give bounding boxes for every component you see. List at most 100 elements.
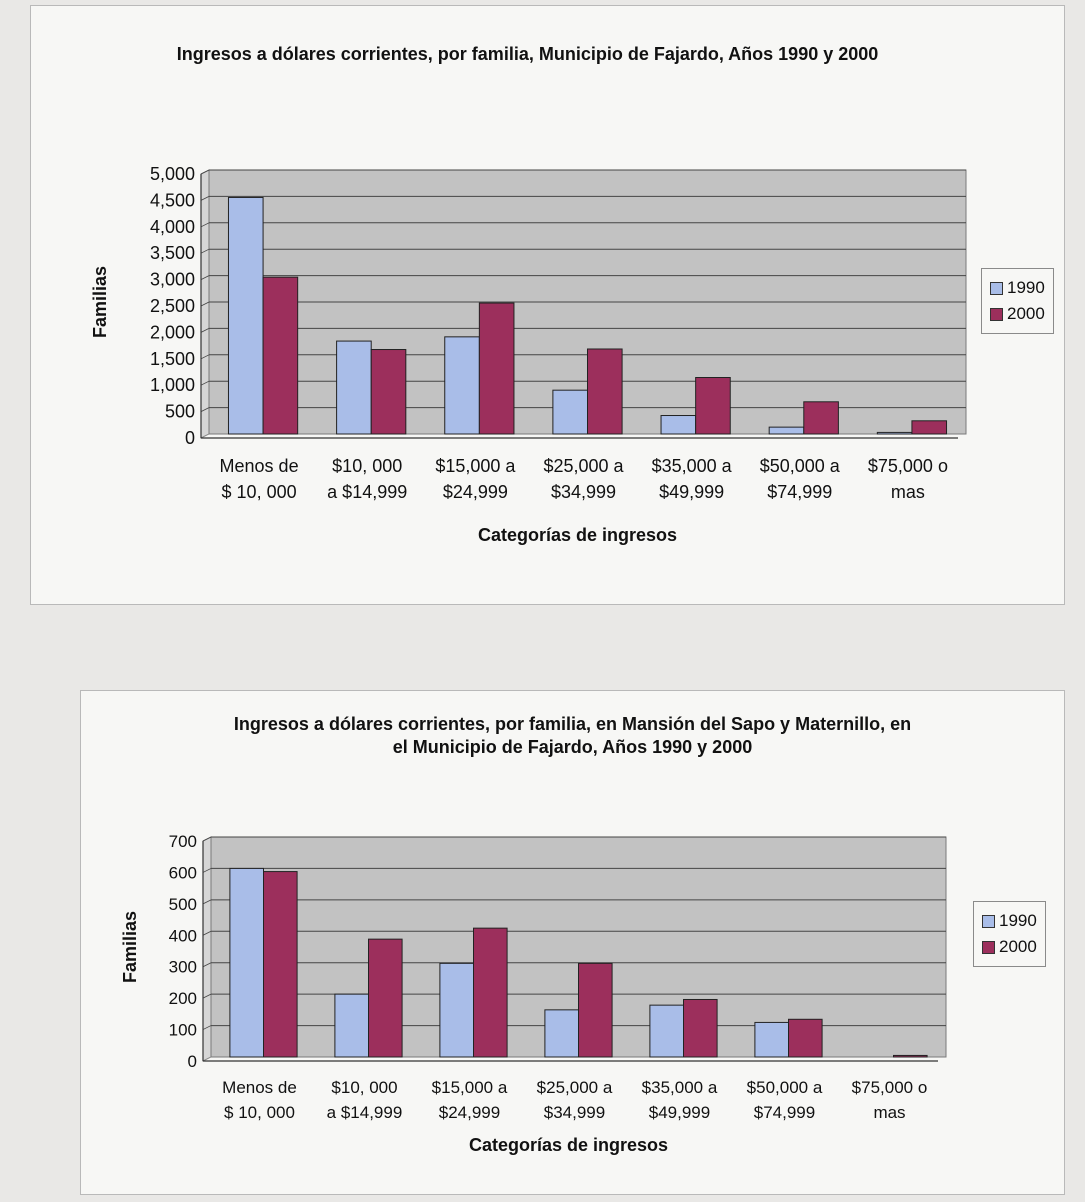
bar-1990-1	[336, 340, 372, 435]
bar-2000-6	[893, 1054, 928, 1058]
bar-1990-5	[754, 1021, 790, 1058]
bar-chart-mansion-del-sapo: 0 100 200 300 400 500 600 700 Menos de $ 10, 000 $…	[120, 832, 947, 1155]
y-tick-label: 5,000	[150, 164, 195, 184]
chart-panel-mansion-del-sapo: Ingresos a dólares corrientes, por famil…	[80, 690, 1065, 1195]
gridline-depth	[202, 836, 212, 842]
chart-title: Ingresos a dólares corrientes, por famil…	[176, 44, 879, 64]
x-axis-title: Categorías de ingresos	[469, 1135, 668, 1155]
bar-1990-5	[768, 426, 805, 435]
gridline-depth	[202, 930, 212, 936]
x-tick-label: $75,000 o	[868, 456, 948, 476]
chart-panel-fajardo: Ingresos a dólares corrientes, por famil…	[30, 5, 1065, 605]
y-tick-label: 1,000	[150, 375, 195, 395]
legend-label: 1990	[1007, 278, 1045, 297]
gridline-depth	[202, 962, 212, 968]
x-tick-label: $25,000 a	[537, 1078, 613, 1097]
legend-label: 1990	[999, 911, 1037, 930]
gridline-depth	[202, 993, 212, 999]
x-tick-label: $10, 000	[332, 456, 402, 476]
y-tick-label: 300	[169, 958, 197, 977]
y-tick-label: 100	[169, 1021, 197, 1040]
gridline-depth	[202, 1025, 212, 1030]
y-tick-label: 3,500	[150, 243, 195, 263]
legend-item-2000: 2000	[990, 301, 1045, 327]
gridline-depth	[200, 275, 210, 280]
x-tick-label: $35,000 a	[642, 1078, 718, 1097]
x-tick-label: $ 10, 000	[224, 1103, 295, 1122]
bar-2000-5	[788, 1018, 823, 1058]
bar-1990-4	[660, 415, 697, 435]
bar-1990-0	[227, 196, 264, 435]
y-tick-label: 4,000	[150, 217, 195, 237]
bar-2000-6	[911, 420, 948, 435]
y-tick-label: 0	[188, 1052, 197, 1071]
gridline-depth	[200, 380, 210, 386]
bar-1990-3	[544, 1009, 579, 1058]
y-tick-label: 200	[169, 989, 197, 1008]
bar-1990-3	[552, 389, 588, 435]
x-tick-label: $74,999	[754, 1103, 815, 1122]
x-tick-label: mas	[873, 1103, 905, 1122]
y-tick-label: 400	[169, 926, 197, 945]
y-tick-label: 0	[185, 428, 195, 448]
x-tick-label: $75,000 o	[852, 1078, 928, 1097]
legend-swatch-2000	[982, 940, 995, 954]
x-tick-label: $34,999	[544, 1103, 605, 1122]
x-tick-label: $ 10, 000	[222, 482, 297, 502]
x-tick-label: $49,999	[659, 482, 724, 502]
bar-1990-1	[334, 993, 369, 1058]
x-tick-label: Menos de	[222, 1078, 297, 1097]
x-tick-label: a $14,999	[327, 1103, 403, 1122]
gridline-depth	[202, 899, 212, 905]
y-tick-label: 2,000	[150, 322, 195, 342]
bar-2000-4	[695, 377, 731, 435]
legend-swatch-2000	[990, 307, 1003, 321]
x-tick-label: $34,999	[551, 482, 616, 502]
x-tick-label: $24,999	[443, 482, 508, 502]
legend-item-1990: 1990	[990, 275, 1045, 301]
y-tick-label: 3,000	[150, 270, 195, 290]
chart-legend: 1990 2000	[973, 901, 1046, 967]
x-tick-label: $49,999	[649, 1103, 710, 1122]
x-tick-label: $15,000 a	[435, 456, 516, 476]
x-tick-label: $24,999	[439, 1103, 500, 1122]
bar-1990-0	[229, 867, 264, 1058]
gridline-depth	[200, 301, 210, 307]
gridline-depth	[200, 196, 210, 201]
legend-item-2000: 2000	[982, 934, 1037, 960]
chart-legend: 1990 2000	[981, 268, 1054, 334]
legend-label: 2000	[999, 937, 1037, 956]
x-tick-label: $50,000 a	[747, 1078, 823, 1097]
bar-2000-3	[578, 962, 613, 1058]
gridline-depth	[200, 407, 210, 412]
y-tick-label: 500	[165, 402, 195, 422]
x-tick-label: $15,000 a	[432, 1078, 508, 1097]
x-tick-label: a $14,999	[327, 482, 407, 502]
x-tick-label: Menos de	[220, 456, 299, 476]
legend-label: 2000	[1007, 304, 1045, 323]
bar-2000-1	[370, 349, 407, 435]
y-tick-label: 4,500	[150, 190, 195, 210]
x-tick-label: $10, 000	[331, 1078, 397, 1097]
bar-2000-5	[803, 401, 839, 435]
bar-1990-2	[439, 962, 474, 1058]
y-tick-label: 1,500	[150, 349, 195, 369]
y-tick-label: 500	[169, 895, 197, 914]
bar-2000-4	[683, 998, 718, 1058]
gridline-depth	[200, 328, 210, 333]
y-axis-title: Familias	[120, 911, 140, 983]
gridline-depth	[200, 354, 210, 360]
x-tick-label: $25,000 a	[543, 456, 624, 476]
x-tick-label: $74,999	[767, 482, 832, 502]
bar-2000-3	[587, 348, 623, 435]
bar-chart-fajardo: 0 500 1,000 1,500 2,000 2,500 3,000 3,500 4,000 4…	[90, 164, 967, 545]
gridline-depth	[200, 248, 210, 254]
x-tick-label: $35,000 a	[652, 456, 733, 476]
bar-2000-0	[262, 276, 299, 435]
y-tick-label: 700	[169, 832, 197, 851]
gridline-depth	[202, 868, 212, 873]
chart-title: Ingresos a dólares corrientes, por famil…	[233, 714, 912, 757]
y-tick-label: 2,500	[150, 296, 195, 316]
bar-2000-2	[478, 302, 515, 435]
x-tick-label: mas	[891, 482, 925, 502]
